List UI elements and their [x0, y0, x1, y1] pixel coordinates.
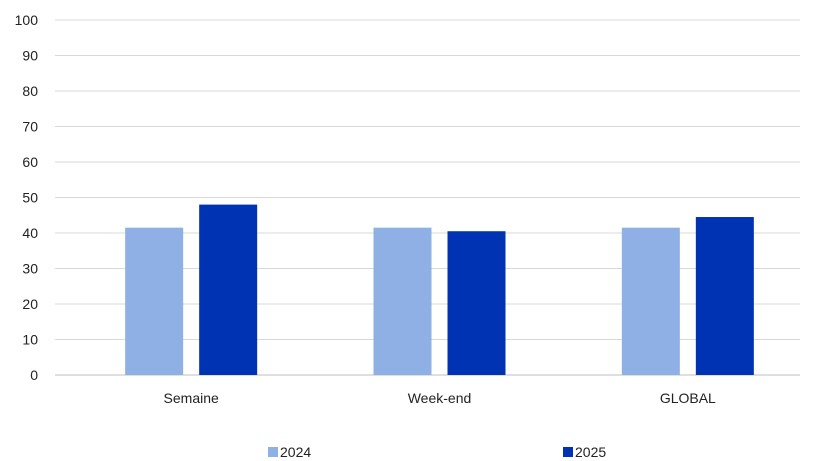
- y-tick-label: 50: [22, 190, 38, 206]
- y-tick-label: 70: [22, 119, 38, 135]
- bar-2024-week-end: [373, 227, 432, 375]
- y-tick-label: 20: [22, 296, 38, 312]
- bar-2025-global: [695, 217, 754, 375]
- bars-layer: [125, 204, 754, 375]
- legend-swatch-2025: [563, 447, 573, 457]
- y-axis-ticks: 0 10 20 30 40 50 60 70 80 90 100: [15, 12, 39, 383]
- y-tick-label: 40: [22, 225, 38, 241]
- bar-2024-semaine: [125, 227, 184, 375]
- category-label: GLOBAL: [660, 390, 716, 406]
- bar-2025-week-end: [447, 231, 506, 375]
- bar-2025-semaine: [199, 204, 258, 375]
- bar-2024-global: [621, 227, 680, 375]
- y-tick-label: 0: [30, 367, 38, 383]
- x-axis-categories: Semaine Week-end GLOBAL: [164, 390, 717, 406]
- category-label: Week-end: [408, 390, 472, 406]
- y-tick-label: 10: [22, 332, 38, 348]
- y-tick-label: 60: [22, 154, 38, 170]
- legend-swatch-2024: [268, 447, 278, 457]
- legend: 2024 2025: [268, 444, 606, 460]
- y-tick-label: 30: [22, 261, 38, 277]
- y-tick-label: 100: [15, 12, 39, 28]
- category-label: Semaine: [164, 390, 219, 406]
- y-tick-label: 80: [22, 83, 38, 99]
- legend-label-2024: 2024: [280, 444, 311, 460]
- y-tick-label: 90: [22, 48, 38, 64]
- legend-label-2025: 2025: [575, 444, 606, 460]
